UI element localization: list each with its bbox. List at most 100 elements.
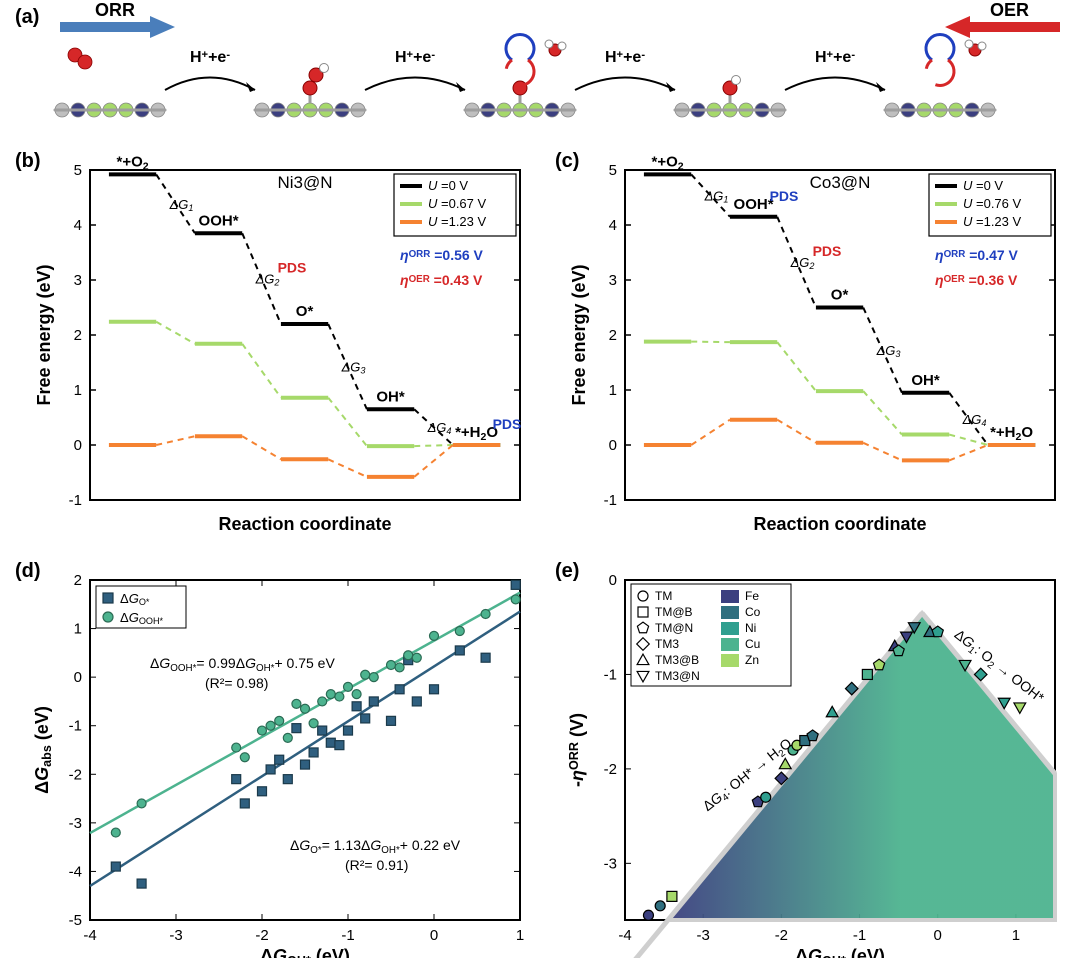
legend: U =0 V U =0.76 V U =1.23 V [929, 174, 1051, 236]
svg-text:4: 4 [609, 217, 617, 234]
svg-text:H++e-: H++e- [395, 49, 435, 66]
svg-text:(R²= 0.91): (R²= 0.91) [345, 857, 408, 873]
svg-text:ηOER =0.43 V: ηOER =0.43 V [400, 272, 483, 288]
svg-text:ΔG4: ΔG4 [962, 412, 987, 428]
svg-text:PDS: PDS [813, 243, 842, 259]
svg-text:-2: -2 [69, 766, 82, 783]
svg-text:*+O2: *+O2 [117, 153, 149, 172]
svg-text:(R²= 0.98): (R²= 0.98) [205, 675, 268, 691]
svg-text:1: 1 [516, 927, 524, 944]
svg-text:0: 0 [934, 927, 942, 944]
svg-text:O*: O* [296, 303, 314, 320]
svg-text:-2: -2 [604, 761, 617, 778]
svg-text:ηORR =0.56 V: ηORR =0.56 V [400, 247, 484, 263]
svg-text:ηORR =0.47 V: ηORR =0.47 V [935, 247, 1019, 263]
svg-text:TM: TM [655, 589, 672, 603]
svg-text:Free energy (eV): Free energy (eV) [569, 264, 589, 405]
svg-text:1: 1 [74, 382, 82, 399]
svg-text:5: 5 [74, 162, 82, 179]
svg-text:ΔGOH* (eV): ΔGOH* (eV) [795, 946, 885, 958]
svg-text:-3: -3 [69, 815, 82, 832]
svg-text:ΔGO*= 1.13ΔGOH*+ 0.22 eV: ΔGO*= 1.13ΔGOH*+ 0.22 eV [290, 837, 461, 856]
svg-text:OOH*: OOH* [734, 196, 774, 213]
svg-text:TM3@B: TM3@B [655, 653, 699, 667]
svg-text:ΔGabs (eV): ΔGabs (eV) [32, 706, 54, 794]
svg-text:-1: -1 [69, 718, 82, 735]
svg-text:H++e-: H++e- [605, 49, 645, 66]
svg-text:ΔG1: ΔG1 [169, 197, 194, 213]
legend: U =0 VU =0.67 VU =1.23 V [394, 174, 516, 236]
svg-text:0: 0 [74, 437, 82, 454]
svg-text:PDS: PDS [493, 416, 522, 432]
svg-text:Fe: Fe [745, 589, 759, 603]
svg-text:2: 2 [74, 572, 82, 589]
svg-text:Co3@N: Co3@N [810, 173, 871, 192]
svg-text:Ni: Ni [745, 621, 756, 635]
svg-text:OH*: OH* [911, 372, 940, 389]
panel-d: -4-3-2-101-5-4-3-2-1012ΔGO*ΔGOOH*ΔGOOH*=… [32, 572, 524, 958]
svg-text:H++e-: H++e- [190, 49, 230, 66]
svg-text:ΔGOOH*= 0.99ΔGOH*+ 0.75 eV: ΔGOOH*= 0.99ΔGOH*+ 0.75 eV [150, 655, 335, 674]
svg-text:U =0.67 V: U =0.67 V [428, 196, 487, 211]
figure-svg: ORR OER H++e- H++e- H++e- H++e- -1 0 1 2 3 4 5 *+O2 OO… [0, 0, 1080, 958]
svg-text:OER: OER [990, 0, 1029, 20]
svg-text:ΔG3: ΔG3 [341, 360, 366, 376]
svg-text:-3: -3 [604, 855, 617, 872]
free-energy-chart: -1012345*+O2OOH*O*OH**+H2OΔG1ΔG2ΔG3ΔG4PD… [34, 153, 521, 534]
svg-text:Reaction coordinate: Reaction coordinate [218, 514, 391, 534]
svg-text:-1: -1 [69, 492, 82, 509]
svg-text:ΔG1: ΔG1 [704, 189, 729, 205]
svg-text:-5: -5 [69, 912, 82, 929]
svg-text:4: 4 [74, 217, 82, 234]
svg-text:Free energy (eV): Free energy (eV) [34, 264, 54, 405]
svg-text:1: 1 [74, 621, 82, 638]
svg-text:Cu: Cu [745, 637, 760, 651]
svg-text:-2: -2 [775, 927, 788, 944]
svg-text:-1: -1 [604, 666, 617, 683]
svg-text:3: 3 [609, 272, 617, 289]
svg-text:PDS: PDS [770, 188, 799, 204]
panel-e: -4-3-2-101-3-2-10ΔG4: OH* → H2OΔG1: O2 →… [567, 572, 1055, 958]
legend: TMTM@BTM@NTM3TM3@BTM3@NFeCoNiCuZn [631, 584, 791, 686]
svg-text:-4: -4 [83, 927, 96, 944]
svg-text:5: 5 [609, 162, 617, 179]
svg-text:Ni3@N: Ni3@N [277, 173, 332, 192]
svg-text:2: 2 [609, 327, 617, 344]
svg-text:OOH*: OOH* [199, 212, 239, 229]
svg-text:TM3: TM3 [655, 637, 679, 651]
svg-text:ηOER =0.36 V: ηOER =0.36 V [935, 272, 1018, 288]
svg-text:-1: -1 [604, 492, 617, 509]
svg-text:U =0 V: U =0 V [428, 178, 468, 193]
svg-text:-1: -1 [853, 927, 866, 944]
svg-text:U =0.76 V: U =0.76 V [963, 196, 1022, 211]
svg-text:ΔG2: ΔG2 [255, 272, 280, 288]
free-energy-chart: -1012345*+O2OOH*O*OH**+H2OΔG1ΔG2ΔG3ΔG4PD… [569, 153, 1055, 534]
svg-text:3: 3 [74, 272, 82, 289]
svg-text:0: 0 [609, 572, 617, 589]
svg-text:*+H2O: *+H2O [990, 424, 1033, 443]
svg-text:Co: Co [745, 605, 761, 619]
svg-text:2: 2 [74, 327, 82, 344]
svg-text:*+O2: *+O2 [652, 153, 684, 172]
svg-text:ΔGOH* (eV): ΔGOH* (eV) [260, 946, 350, 958]
svg-text:TM3@N: TM3@N [655, 669, 700, 683]
svg-text:0: 0 [609, 437, 617, 454]
svg-text:-2: -2 [255, 927, 268, 944]
svg-text:U =0 V: U =0 V [963, 178, 1003, 193]
svg-text:O*: O* [831, 287, 849, 304]
svg-text:-4: -4 [69, 863, 82, 880]
svg-text:0: 0 [74, 669, 82, 686]
legend: ΔGO*ΔGOOH* [96, 586, 186, 628]
svg-text:1: 1 [609, 382, 617, 399]
svg-text:Zn: Zn [745, 653, 759, 667]
svg-text:ΔG3: ΔG3 [876, 343, 901, 359]
svg-text:1: 1 [1012, 927, 1020, 944]
svg-text:U =1.23 V: U =1.23 V [963, 214, 1022, 229]
svg-text:PDS: PDS [278, 260, 307, 276]
svg-text:-3: -3 [697, 927, 710, 944]
svg-text:ORR: ORR [95, 0, 135, 20]
svg-text:H++e-: H++e- [815, 49, 855, 66]
svg-text:-3: -3 [169, 927, 182, 944]
svg-text:-4: -4 [618, 927, 631, 944]
svg-text:Reaction coordinate: Reaction coordinate [753, 514, 926, 534]
